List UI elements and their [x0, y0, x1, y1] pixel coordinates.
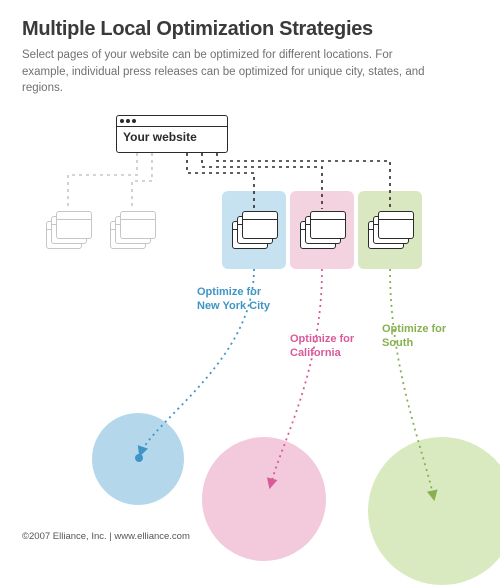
page-title: Multiple Local Optimization Strategies — [22, 18, 478, 41]
website-label: Your website — [117, 127, 227, 144]
stack-grey-2 — [110, 211, 154, 247]
stack-green — [368, 211, 412, 247]
caption-blue: Optimize for New York City — [197, 286, 270, 314]
caption-green: Optimize for South — [382, 323, 446, 351]
target-pink — [202, 437, 326, 561]
nyc-dot-icon — [135, 454, 143, 462]
footer-text: ©2007 Elliance, Inc. | www.elliance.com — [22, 531, 190, 542]
website-window-icon: Your website — [116, 115, 228, 153]
stack-blue — [232, 211, 276, 247]
target-green — [368, 437, 500, 585]
stack-pink — [300, 211, 344, 247]
caption-pink: Optimize for California — [290, 333, 354, 361]
page-subtitle: Select pages of your website can be opti… — [22, 47, 442, 97]
stack-grey-1 — [46, 211, 90, 247]
diagram-canvas: Your website Optimize for New York City … — [22, 111, 478, 551]
